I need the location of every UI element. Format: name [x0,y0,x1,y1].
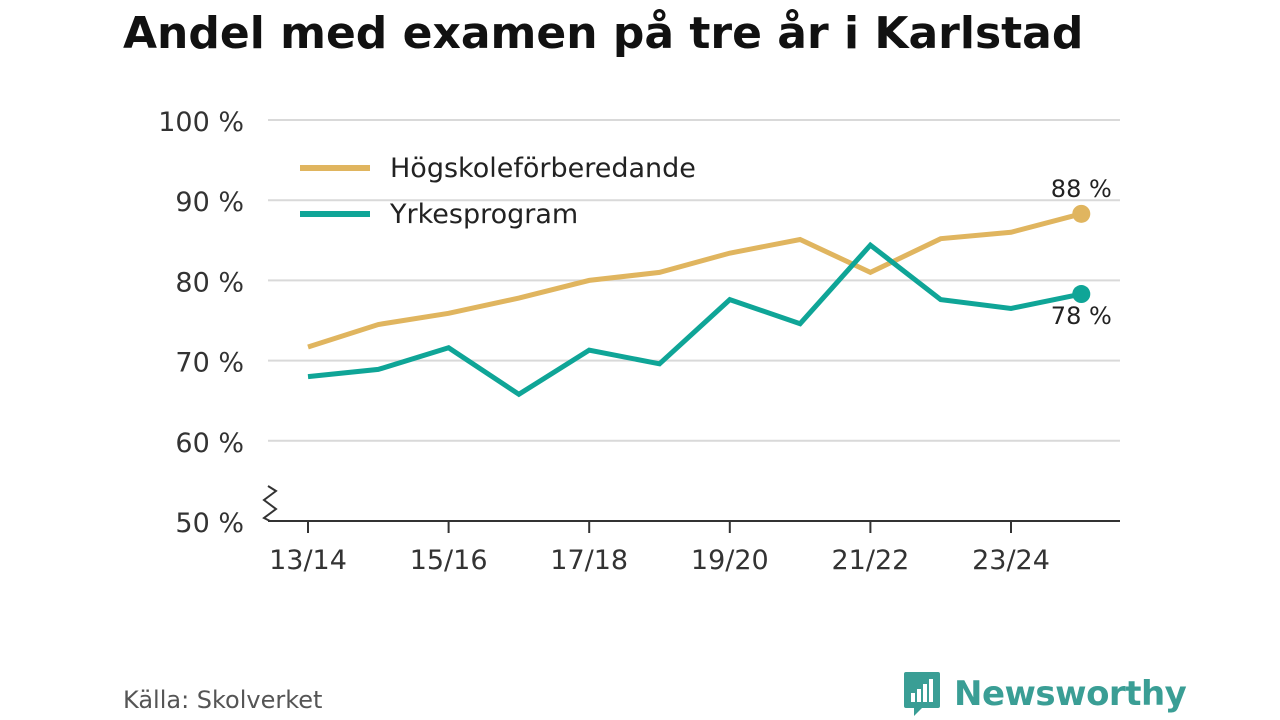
x-tick-label: 23/24 [972,545,1050,576]
brand: Newsworthy [902,670,1187,718]
source-note: Källa: Skolverket [123,686,323,714]
x-tick-label: 19/20 [691,545,769,576]
series-end-label: 78 % [1051,302,1112,330]
x-tick-label: 13/14 [269,545,347,576]
y-tick-label: 70 % [175,348,244,379]
y-tick-label: 100 % [158,107,244,138]
brand-name: Newsworthy [954,674,1187,714]
line-chart: 50 % 60 % 70 % 80 % 90 % 100 % 13/14 15/16 17/1… [158,107,1120,576]
y-axis-tick-labels: 50 % 60 % 70 % 80 % 90 % 100 % [158,107,244,539]
series-line [307,211,1082,350]
x-tick-label: 15/16 [410,545,488,576]
y-tick-label: 80 % [175,267,244,298]
legend: Högskoleförberedande Yrkesprogram [300,153,696,230]
legend-label: Yrkesprogram [389,199,578,230]
x-axis-tick-labels: 13/14 15/16 17/18 19/20 21/22 23/24 [269,545,1050,576]
series-lines: 88 % 78 % [307,175,1112,398]
series-end-label: 88 % [1051,175,1112,203]
series-end-point [1072,285,1091,304]
legend-label: Högskoleförberedande [390,153,696,184]
x-tick-label: 17/18 [550,545,628,576]
y-tick-label: 90 % [175,187,244,218]
chart-title: Andel med examen på tre år i Karlstad [123,8,1084,59]
x-axis [262,485,1120,533]
x-tick-label: 21/22 [831,545,909,576]
series-line [307,241,1082,398]
newsworthy-logo-icon [904,672,940,716]
y-tick-label: 60 % [175,428,244,459]
y-tick-label: 50 % [175,508,244,539]
axis-break-mark [262,485,278,522]
series-end-point [1072,204,1091,223]
